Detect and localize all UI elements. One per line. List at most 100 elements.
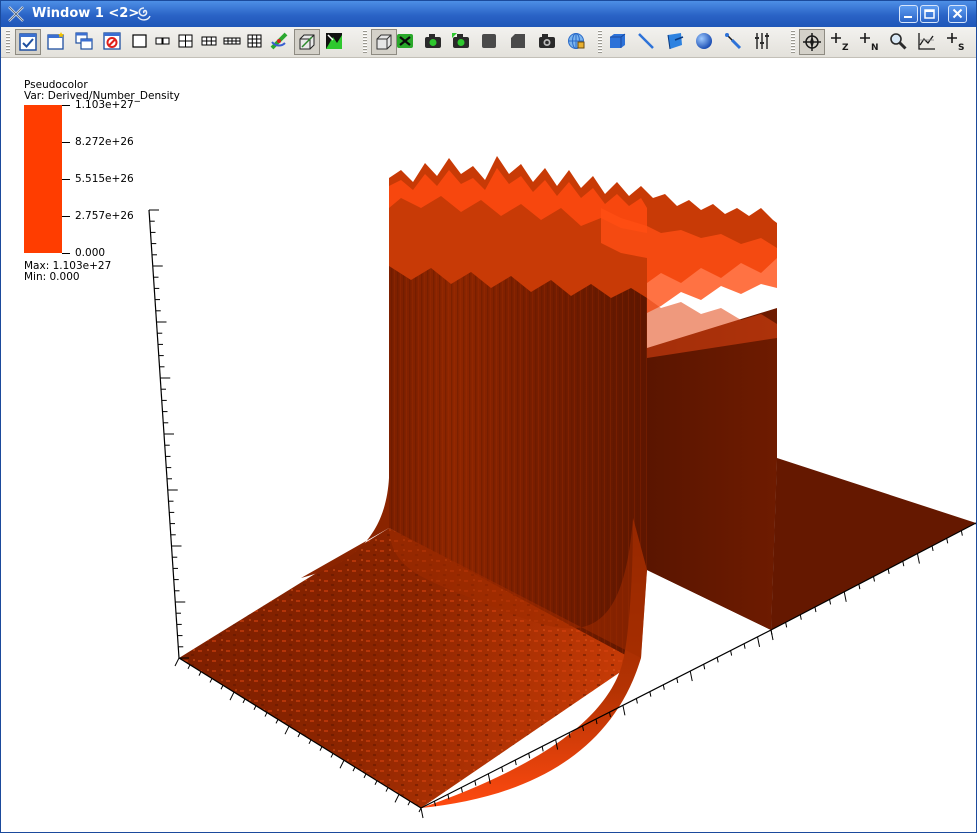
- axis-tick: [635, 698, 638, 704]
- legend-variable: Var: Derived/Number_Density: [24, 90, 180, 102]
- title-bar[interactable]: Window 1 <2>: [1, 1, 976, 27]
- floor-texture: [179, 528, 641, 808]
- invert-background-icon: [482, 34, 496, 48]
- axis-tick: [555, 739, 559, 750]
- copy-window-icon: [75, 32, 93, 50]
- reset-view-button[interactable]: [393, 29, 419, 55]
- layout-1x1-button[interactable]: [128, 29, 154, 55]
- sphere-tool-icon: [696, 33, 712, 49]
- zone-pick-label: Z: [842, 43, 849, 51]
- axis-tick: [582, 725, 585, 731]
- axis-tick: [407, 800, 411, 806]
- point-tool-icon: [725, 33, 742, 50]
- new-window-button[interactable]: [44, 29, 70, 55]
- maximize-button[interactable]: [920, 5, 939, 23]
- axis-sliders-icon: [755, 33, 769, 49]
- lineout-mode-button[interactable]: [915, 29, 941, 55]
- minimize-icon: [904, 16, 912, 18]
- axis-tick: [946, 538, 949, 544]
- axis-tick: [814, 606, 817, 613]
- axis-tick: [541, 746, 544, 752]
- toolbar-grip[interactable]: [598, 30, 602, 54]
- line-tool-icon: [638, 33, 654, 49]
- axis-ticks: [149, 209, 976, 819]
- axis-tick: [703, 664, 706, 670]
- spin-mode-button[interactable]: [267, 29, 293, 55]
- axis-tick: [284, 725, 290, 735]
- close-button[interactable]: [948, 5, 967, 23]
- axis-tick: [209, 678, 213, 683]
- active-window-button[interactable]: [15, 29, 41, 55]
- copy-window-button[interactable]: [72, 29, 98, 55]
- minimize-button[interactable]: [899, 5, 918, 23]
- layout-1x2-button[interactable]: [151, 29, 177, 55]
- clear-window-button[interactable]: [100, 29, 126, 55]
- legend-min: Min: 0.000: [24, 271, 80, 283]
- perspective-button[interactable]: [371, 29, 397, 55]
- swirl-icon[interactable]: [135, 5, 153, 23]
- layout-3x3-button[interactable]: [243, 29, 269, 55]
- node-pick-button[interactable]: N: [857, 29, 883, 55]
- toolbar-grip[interactable]: [363, 30, 367, 54]
- lineout-graph-icon: [918, 33, 935, 50]
- pseudocolor-surface-plot[interactable]: [1, 58, 976, 832]
- box-tool-icon: [610, 33, 626, 48]
- axis-tick: [187, 664, 191, 670]
- axis-tick: [799, 614, 802, 620]
- box-tool-button[interactable]: [605, 29, 631, 55]
- navigate-mode-button[interactable]: [799, 29, 825, 55]
- layout-2x2-button[interactable]: [174, 29, 200, 55]
- compass-navigate-icon: [803, 33, 821, 51]
- lock-view-button[interactable]: [322, 29, 348, 55]
- toolbar-grip[interactable]: [791, 30, 795, 54]
- recenter-view-button[interactable]: [421, 29, 447, 55]
- toolbar-grip[interactable]: [6, 30, 10, 54]
- axis-tick: [394, 794, 400, 803]
- axis-tick: [960, 530, 963, 536]
- layout-1x1-icon: [132, 34, 147, 48]
- save-image-button[interactable]: [535, 29, 561, 55]
- axis-tick: [242, 698, 246, 704]
- zoom-mode-button[interactable]: [886, 29, 912, 55]
- render-viewport[interactable]: Pseudocolor Var: Derived/Number_Density …: [1, 58, 976, 832]
- layout-2x3-button[interactable]: [197, 29, 223, 55]
- perspective-icon: [376, 34, 392, 50]
- axis-tick: [253, 705, 257, 710]
- legend-tick-mark: [62, 105, 70, 106]
- axis-tick: [308, 739, 312, 745]
- line-tool-button[interactable]: [634, 29, 660, 55]
- zone-pick-button[interactable]: Z: [828, 29, 854, 55]
- axis-tick: [902, 561, 905, 567]
- axis-tick: [501, 766, 504, 773]
- lock-tools-button[interactable]: [564, 29, 590, 55]
- point-tool-button[interactable]: [721, 29, 747, 55]
- toolbar: Z N S: [1, 27, 976, 58]
- axis-restriction-button[interactable]: [750, 29, 776, 55]
- layout-2x4-button[interactable]: [220, 29, 246, 55]
- axis-tick: [785, 622, 788, 628]
- axis-tick: [198, 671, 202, 676]
- axis-tick: [689, 670, 693, 682]
- axis-tick: [730, 650, 733, 656]
- axis-tick: [843, 591, 847, 602]
- spin-mode-icon: [270, 32, 288, 50]
- axis-tick: [662, 684, 665, 690]
- node-pick-icon: N: [860, 33, 879, 51]
- magnifier-zoom-icon: [890, 33, 907, 50]
- undo-view-button[interactable]: [449, 29, 475, 55]
- legend-color-bar: [24, 105, 62, 253]
- invert-background-button[interactable]: [477, 29, 503, 55]
- legend-tick-mark: [62, 142, 70, 143]
- full-frame-button[interactable]: [294, 29, 320, 55]
- block-side-face: [647, 308, 777, 630]
- sphere-tool-button[interactable]: [692, 29, 718, 55]
- legend-tick-mark: [62, 253, 70, 254]
- plane-tool-button[interactable]: [663, 29, 689, 55]
- save-image-icon: [539, 34, 555, 48]
- spreadsheet-pick-button[interactable]: S: [944, 29, 970, 55]
- axis-tick: [264, 712, 268, 717]
- axis-tick: [487, 773, 491, 784]
- reset-view-icon: [397, 34, 413, 48]
- lock-time-button[interactable]: [506, 29, 532, 55]
- axis-tick: [229, 691, 235, 701]
